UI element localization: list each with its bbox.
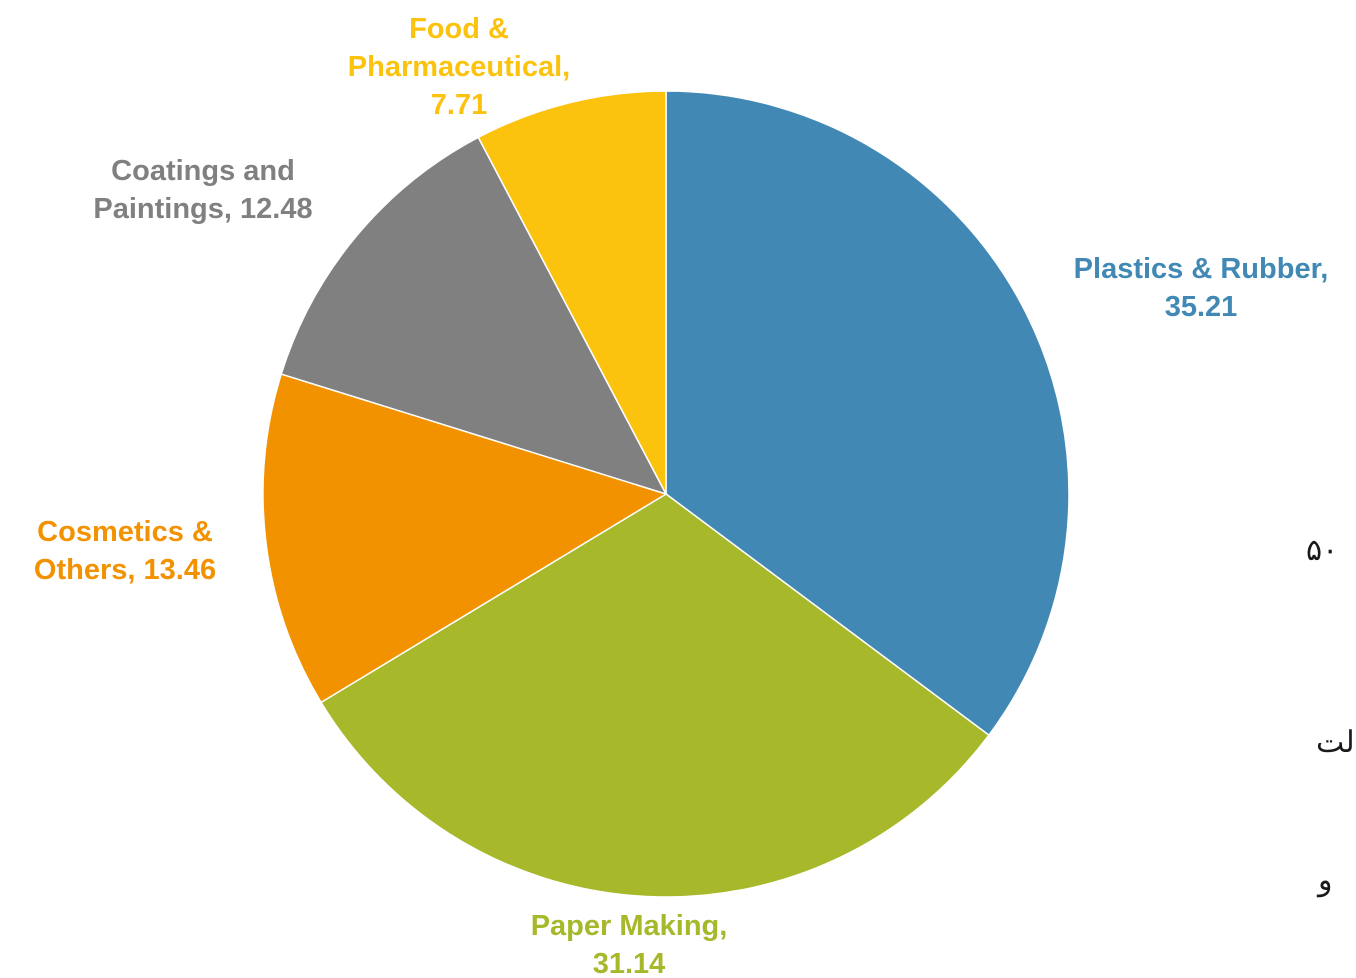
slice-label-plastics-and-rubber: Plastics & Rubber, 35.21: [1074, 253, 1329, 323]
slice-label-line: Plastics & Rubber,: [1074, 253, 1329, 285]
side-text-line-2: لت: [1316, 725, 1355, 760]
slice-label-line: Paper Making,: [531, 910, 728, 942]
slice-label-line: 7.71: [431, 89, 487, 121]
pie-slice-food-and-pharmaceutical: [477, 90, 667, 495]
slice-label-line: Paintings, 12.48: [93, 193, 312, 225]
side-text-line-3: و: [1318, 863, 1333, 898]
slice-label-line: Coatings and: [111, 155, 295, 187]
slice-label-coatings-and-paintings: Coatings and Paintings, 12.48: [93, 155, 312, 225]
slice-label-line: Cosmetics &: [37, 516, 213, 548]
pie-slice-coatings-and-paintings: [280, 136, 668, 496]
slice-label-food-and-pharmaceutical: Food & Pharmaceutical, 7.71: [348, 13, 570, 121]
slice-label-paper-making: Paper Making, 31.14: [531, 910, 728, 978]
slice-label-line: 35.21: [1165, 291, 1238, 323]
side-text-line-1: ۵۰: [1306, 533, 1339, 568]
slice-label-line: Food &: [409, 13, 509, 45]
slice-label-line: 31.14: [593, 948, 666, 978]
slice-label-line: Pharmaceutical,: [348, 51, 570, 83]
pie-slice-plastics-and-rubber: [665, 90, 1070, 737]
pie-slice-paper-making: [320, 493, 990, 898]
pie-slice-cosmetics-and-others: [262, 373, 668, 704]
slice-label-cosmetics-and-others: Cosmetics & Others, 13.46: [34, 516, 216, 586]
slice-label-line: Others, 13.46: [34, 554, 216, 586]
